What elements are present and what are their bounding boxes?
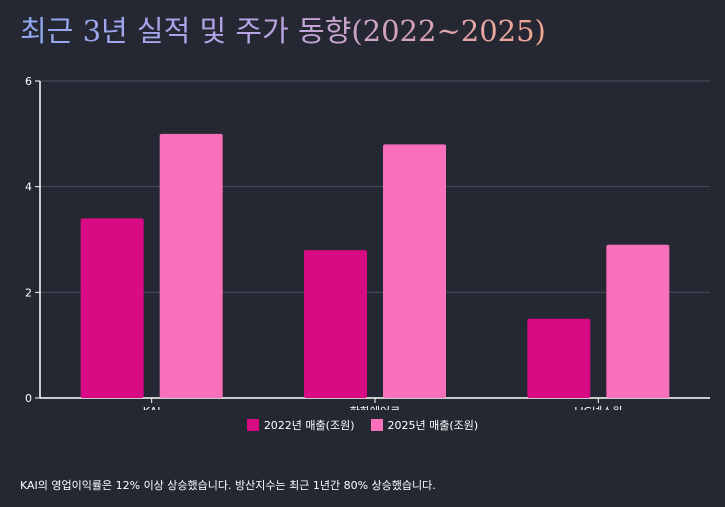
legend-swatch-2022 [247,419,259,431]
bar-2022 [304,250,367,398]
bar-2022 [81,218,144,398]
legend-label-2025: 2025년 매출(조원) [388,417,479,433]
bar-2022 [527,319,590,398]
legend: 2022년 매출(조원) 2025년 매출(조원) [0,417,725,433]
y-tick-label: 4 [25,181,32,194]
x-tick-label: 한화에어로 [350,405,401,410]
y-tick-label: 0 [25,392,32,405]
legend-label-2022: 2022년 매출(조원) [264,417,355,433]
y-tick-label: 6 [25,75,32,88]
y-tick-label: 2 [25,286,32,299]
legend-swatch-2025 [371,419,383,431]
bar-chart: 0 2 4 6 KAI 한화에어로 LIG넥스원 [0,0,725,410]
legend-item-2022[interactable]: 2022년 매출(조원) [247,417,355,433]
x-tick-label: KAI [143,405,161,410]
footnote: KAI의 영업이익률은 12% 이상 상승했습니다. 방산지수는 최근 1년간 … [20,477,436,493]
bar-2025 [383,144,446,398]
x-tick-label: LIG넥스원 [574,405,622,410]
bar-2025 [606,245,669,398]
legend-item-2025[interactable]: 2025년 매출(조원) [371,417,479,433]
bar-2025 [160,134,223,398]
